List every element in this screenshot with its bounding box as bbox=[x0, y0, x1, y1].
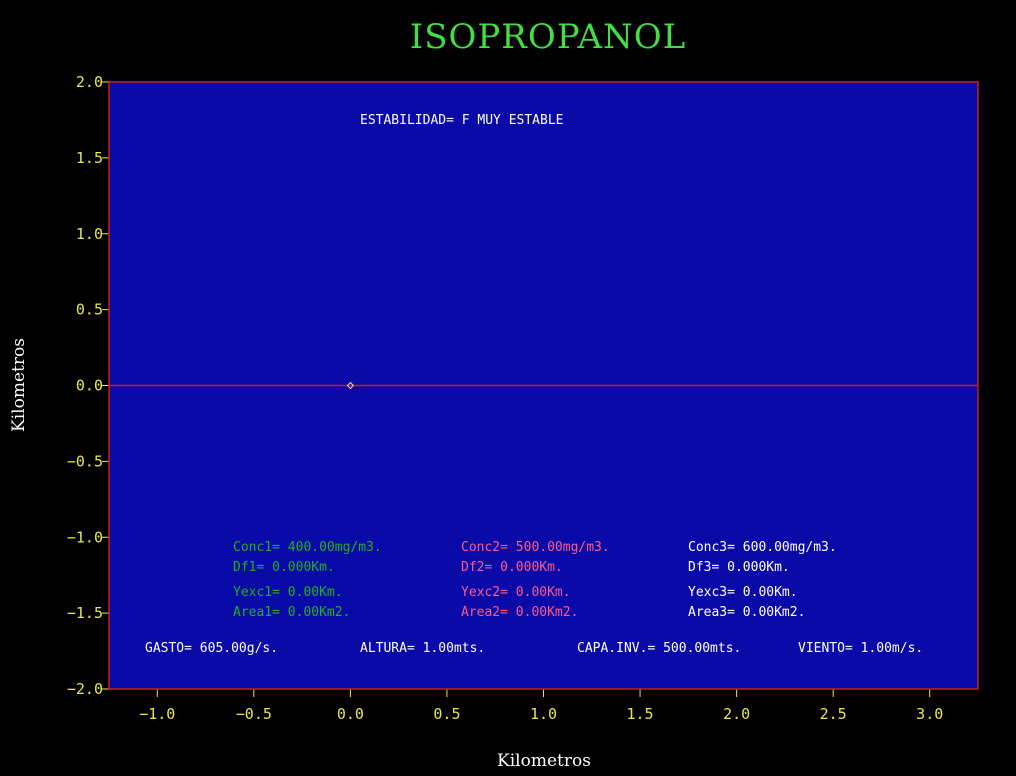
area3-label: Area3= 0.00Km2. bbox=[688, 605, 805, 620]
yexc1-label: Yexc1= 0.00Km. bbox=[233, 585, 343, 600]
df1-label: Df1= 0.000Km. bbox=[233, 560, 335, 575]
area2-label: Area2= 0.00Km2. bbox=[461, 605, 578, 620]
y-tick-label: −1.0 bbox=[67, 528, 103, 546]
x-tick-label: 1.5 bbox=[627, 705, 654, 723]
yexc3-label: Yexc3= 0.00Km. bbox=[688, 585, 798, 600]
gasto-label: GASTO= 605.00g/s. bbox=[145, 641, 278, 656]
conc2-label: Conc2= 500.00mg/m3. bbox=[461, 540, 610, 555]
x-tick-label: 1.0 bbox=[530, 705, 557, 723]
df3-label: Df3= 0.000Km. bbox=[688, 560, 790, 575]
area1-label: Area1= 0.00Km2. bbox=[233, 605, 350, 620]
y-tick-label: 0.0 bbox=[76, 377, 103, 395]
stability-label: ESTABILIDAD= F MUY ESTABLE bbox=[360, 113, 564, 128]
y-tick-label: 2.0 bbox=[76, 73, 103, 91]
source-points bbox=[346, 381, 355, 390]
y-tick-label: 1.0 bbox=[76, 225, 103, 243]
viento-label: VIENTO= 1.00m/s. bbox=[798, 641, 923, 656]
x-tick-label: 0.5 bbox=[433, 705, 460, 723]
y-axis-ticks: 2.0 1.5 1.0 0.5 0.0 −0.5 −1.0 −1.5 −2.0 bbox=[67, 73, 109, 698]
x-tick-label: 2.5 bbox=[820, 705, 847, 723]
x-tick-label: −1.0 bbox=[139, 705, 175, 723]
y-tick-label: 0.5 bbox=[76, 301, 103, 319]
source-point bbox=[346, 381, 355, 390]
capa-inv-label: CAPA.INV.= 500.00mts. bbox=[577, 641, 741, 656]
y-tick-label: −0.5 bbox=[67, 452, 103, 470]
conc1-label: Conc1= 400.00mg/m3. bbox=[233, 540, 382, 555]
y-tick-label: −2.0 bbox=[67, 680, 103, 698]
x-axis-label: Kilometros bbox=[497, 751, 591, 771]
x-tick-label: 3.0 bbox=[916, 705, 943, 723]
x-tick-label: −0.5 bbox=[236, 705, 272, 723]
x-tick-label: 2.0 bbox=[723, 705, 750, 723]
yexc2-label: Yexc2= 0.00Km. bbox=[461, 585, 571, 600]
df2-label: Df2= 0.000Km. bbox=[461, 560, 563, 575]
x-axis-ticks: −1.0 −0.5 0.0 0.5 1.0 1.5 2.0 2.5 3.0 bbox=[139, 689, 943, 723]
y-tick-label: 1.5 bbox=[76, 149, 103, 167]
altura-label: ALTURA= 1.00mts. bbox=[360, 641, 485, 656]
conc3-label: Conc3= 600.00mg/m3. bbox=[688, 540, 837, 555]
y-axis-label: Kilometros bbox=[9, 338, 29, 432]
chart-title: ISOPROPANOL bbox=[410, 17, 686, 57]
plot-frame bbox=[108, 81, 979, 690]
x-tick-label: 0.0 bbox=[337, 705, 364, 723]
y-tick-label: −1.5 bbox=[67, 604, 103, 622]
